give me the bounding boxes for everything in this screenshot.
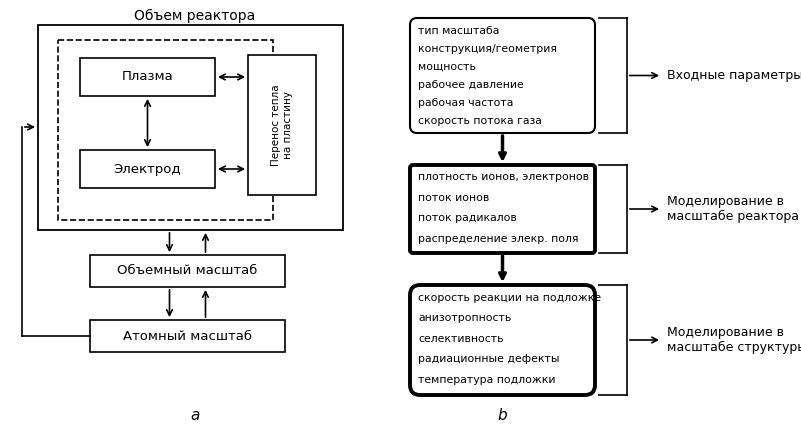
Bar bbox=[58, 40, 273, 220]
Text: конструкция/геометрия: конструкция/геометрия bbox=[418, 44, 557, 54]
Text: скорость потока газа: скорость потока газа bbox=[418, 116, 541, 126]
FancyBboxPatch shape bbox=[410, 18, 595, 133]
Text: мощность: мощность bbox=[418, 62, 476, 72]
Text: a: a bbox=[191, 407, 199, 423]
Text: Электрод: Электрод bbox=[114, 162, 181, 176]
Text: Моделирование в
масштабе структуры: Моделирование в масштабе структуры bbox=[667, 326, 801, 354]
Text: распределение элекр. поля: распределение элекр. поля bbox=[418, 234, 578, 244]
Bar bbox=[90, 255, 285, 287]
Text: плотность ионов, электронов: плотность ионов, электронов bbox=[418, 172, 589, 182]
Text: селективность: селективность bbox=[418, 334, 504, 344]
Text: радиационные дефекты: радиационные дефекты bbox=[418, 354, 560, 364]
Text: Объемный масштаб: Объемный масштаб bbox=[117, 265, 258, 278]
Text: Объем реактора: Объем реактора bbox=[135, 9, 256, 23]
Text: поток ионов: поток ионов bbox=[418, 193, 489, 202]
Text: рабочее давление: рабочее давление bbox=[418, 80, 524, 90]
Text: b: b bbox=[497, 407, 507, 423]
Text: Входные параметры: Входные параметры bbox=[667, 69, 801, 82]
Bar bbox=[90, 320, 285, 352]
Text: Перенос тепла
на пластину: Перенос тепла на пластину bbox=[272, 84, 293, 166]
Text: поток радикалов: поток радикалов bbox=[418, 213, 517, 223]
Text: анизотропность: анизотропность bbox=[418, 314, 511, 323]
Bar bbox=[38, 25, 343, 230]
Text: Плазма: Плазма bbox=[122, 71, 173, 84]
Bar bbox=[248, 55, 316, 195]
Text: Атомный масштаб: Атомный масштаб bbox=[123, 329, 252, 343]
Bar bbox=[80, 58, 215, 96]
Text: скорость реакции на подложке: скорость реакции на подложке bbox=[418, 293, 601, 303]
Text: Моделирование в
масштабе реактора: Моделирование в масштабе реактора bbox=[667, 195, 799, 223]
FancyBboxPatch shape bbox=[410, 285, 595, 395]
FancyBboxPatch shape bbox=[410, 165, 595, 253]
Text: рабочая частота: рабочая частота bbox=[418, 98, 513, 108]
Text: температура подложки: температура подложки bbox=[418, 375, 556, 385]
Bar bbox=[80, 150, 215, 188]
Text: тип масштаба: тип масштаба bbox=[418, 26, 499, 36]
